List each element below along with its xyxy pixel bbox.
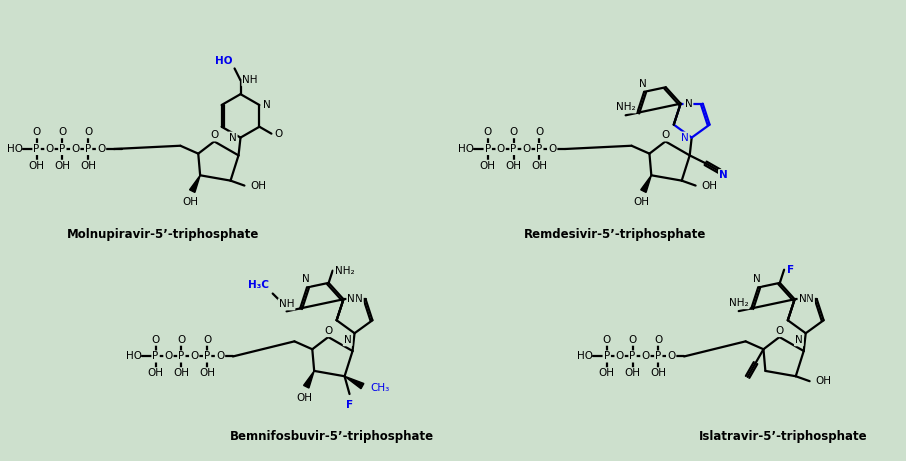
Text: O: O [548, 144, 556, 154]
Text: O: O [324, 326, 333, 336]
Text: HO: HO [6, 144, 23, 154]
Text: OH: OH [80, 161, 96, 171]
Text: O: O [190, 351, 198, 361]
Text: P: P [630, 351, 636, 361]
Text: N: N [302, 274, 310, 284]
Text: OH: OH [701, 181, 718, 190]
Text: P: P [178, 351, 185, 361]
Text: OH: OH [480, 161, 496, 171]
Text: O: O [484, 127, 492, 137]
Text: O: O [84, 127, 92, 137]
Text: P: P [152, 351, 159, 361]
Text: HO: HO [126, 351, 141, 361]
Text: N: N [685, 99, 692, 109]
Text: O: O [203, 335, 211, 345]
Text: F: F [346, 400, 353, 410]
Text: O: O [45, 144, 53, 154]
Text: HO: HO [215, 57, 233, 66]
Text: O: O [97, 144, 105, 154]
Text: O: O [641, 351, 650, 361]
Text: N: N [753, 274, 761, 284]
Text: NH₂: NH₂ [616, 102, 635, 112]
Text: O: O [522, 144, 531, 154]
Text: OH: OH [250, 181, 266, 190]
Polygon shape [189, 175, 200, 192]
Text: OH: OH [182, 197, 198, 207]
Text: N: N [719, 170, 728, 180]
Text: OH: OH [506, 161, 522, 171]
Text: N: N [795, 335, 803, 345]
Text: N: N [355, 294, 362, 304]
Polygon shape [641, 175, 651, 192]
Text: O: O [178, 335, 186, 345]
Text: OH: OH [633, 197, 650, 207]
Text: HO: HO [458, 144, 474, 154]
Text: P: P [655, 351, 661, 361]
Text: F: F [787, 265, 795, 275]
Text: P: P [510, 144, 516, 154]
Polygon shape [344, 376, 364, 389]
Text: OH: OH [651, 368, 666, 378]
Text: O: O [629, 335, 637, 345]
Text: O: O [667, 351, 675, 361]
Text: N: N [343, 335, 352, 345]
Text: CH₃: CH₃ [371, 383, 390, 393]
Text: OH: OH [531, 161, 547, 171]
Text: NH₂: NH₂ [334, 266, 354, 276]
Text: N: N [798, 294, 806, 304]
Text: OH: OH [599, 368, 615, 378]
Text: O: O [151, 335, 159, 345]
Text: P: P [59, 144, 65, 154]
Text: OH: OH [148, 368, 164, 378]
Text: O: O [216, 351, 224, 361]
Text: NH₂: NH₂ [729, 298, 748, 308]
Text: P: P [603, 351, 610, 361]
Text: Bemnifosbuvir-5’-triphosphate: Bemnifosbuvir-5’-triphosphate [230, 430, 434, 443]
Text: OH: OH [29, 161, 44, 171]
Text: O: O [776, 326, 784, 336]
Text: Remdesivir-5’-triphosphate: Remdesivir-5’-triphosphate [524, 228, 706, 241]
Text: O: O [602, 335, 611, 345]
Text: N: N [264, 100, 271, 110]
Text: O: O [535, 127, 544, 137]
Text: O: O [58, 127, 66, 137]
Text: P: P [34, 144, 40, 154]
Text: Molnupiravir-5’-triphosphate: Molnupiravir-5’-triphosphate [67, 228, 260, 241]
Text: O: O [210, 130, 218, 141]
Text: OH: OH [624, 368, 641, 378]
Text: OH: OH [815, 376, 832, 386]
Text: P: P [485, 144, 491, 154]
Text: O: O [164, 351, 172, 361]
Text: N: N [229, 133, 236, 142]
Text: OH: OH [199, 368, 215, 378]
Text: O: O [661, 130, 670, 141]
Text: O: O [71, 144, 80, 154]
Text: O: O [33, 127, 41, 137]
Text: HO: HO [577, 351, 593, 361]
Text: N: N [806, 294, 814, 304]
Text: P: P [85, 144, 92, 154]
Text: Islatravir-5’-triphosphate: Islatravir-5’-triphosphate [699, 430, 868, 443]
Text: N: N [347, 294, 355, 304]
Text: H₃C: H₃C [247, 279, 269, 290]
Text: O: O [509, 127, 517, 137]
Text: P: P [204, 351, 210, 361]
Text: P: P [536, 144, 543, 154]
Text: NH: NH [243, 75, 258, 85]
Text: NH: NH [279, 299, 294, 309]
Text: OH: OH [173, 368, 189, 378]
Text: OH: OH [54, 161, 71, 171]
Text: O: O [275, 129, 283, 139]
Text: N: N [681, 133, 689, 142]
Text: O: O [654, 335, 662, 345]
Text: OH: OH [296, 393, 313, 402]
Text: O: O [615, 351, 623, 361]
Polygon shape [304, 371, 314, 388]
Text: N: N [640, 79, 647, 89]
Text: O: O [496, 144, 505, 154]
